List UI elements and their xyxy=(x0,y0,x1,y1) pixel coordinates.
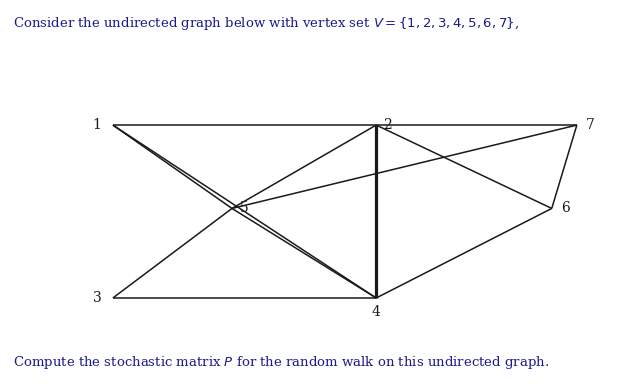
Text: 7: 7 xyxy=(586,118,595,132)
Text: 1: 1 xyxy=(93,118,102,132)
Text: 2: 2 xyxy=(383,118,392,132)
Text: 3: 3 xyxy=(93,291,102,305)
Text: Consider the undirected graph below with vertex set $V = \{1, 2, 3, 4, 5, 6, 7\}: Consider the undirected graph below with… xyxy=(13,15,519,32)
Text: Compute the stochastic matrix $P$ for the random walk on this undirected graph.: Compute the stochastic matrix $P$ for th… xyxy=(13,354,549,371)
Text: 6: 6 xyxy=(561,201,570,215)
Text: 4: 4 xyxy=(372,305,381,319)
Text: 5: 5 xyxy=(240,201,249,215)
